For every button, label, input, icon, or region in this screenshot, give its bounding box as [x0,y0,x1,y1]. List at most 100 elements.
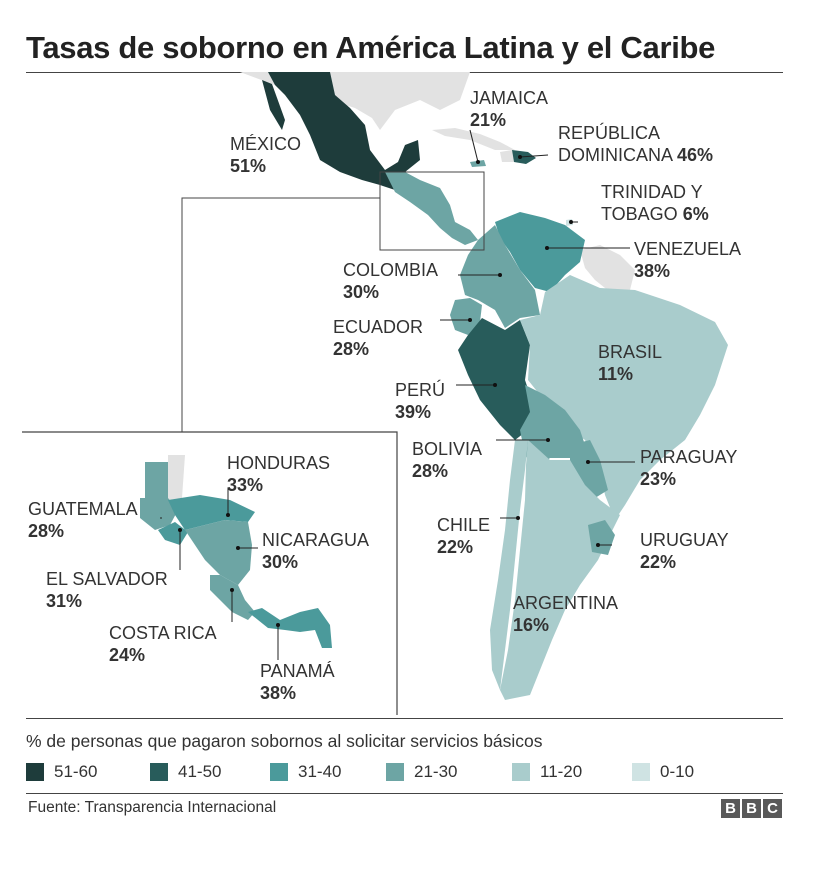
label-trinidad-name2: TOBAGO [601,204,678,224]
label-chile-name: CHILE [437,515,491,535]
label-panama-value: 38% [260,683,297,703]
label-uruguay: URUGUAY 22% [640,529,729,573]
legend-swatch [270,763,288,781]
inset-honduras-shape [168,495,255,530]
label-colombia-value: 30% [343,282,380,302]
label-uruguay-value: 22% [640,552,677,572]
label-colombia-name: COLOMBIA [343,260,439,280]
label-mexico-value: 51% [230,156,267,176]
label-dominican-republic-name1: REPÚBLICA [558,123,661,143]
label-peru: PERÚ 39% [395,379,445,423]
inset-connector [181,197,380,432]
source-note: Fuente: Transparencia Internacional [28,799,277,816]
label-paraguay-name: PARAGUAY [640,447,738,467]
mexico-shape [268,72,420,190]
label-mexico: MÉXICO 51% [230,133,301,177]
label-paraguay-value: 23% [640,469,677,489]
label-el-salvador-value: 31% [46,591,83,611]
label-costa-rica-value: 24% [109,645,146,665]
label-ecuador: ECUADOR 28% [333,316,423,360]
ecuador-shape [450,298,482,335]
label-honduras: HONDURAS 33% [227,452,330,496]
label-panama-name: PANAMÁ [260,661,335,681]
label-nicaragua-value: 30% [262,552,299,572]
label-trinidad: TRINIDAD Y TOBAGO 6% [601,181,709,225]
label-guatemala-value: 28% [28,521,65,541]
label-venezuela-name: VENEZUELA [634,239,742,259]
legend-label: 31-40 [298,762,342,781]
baja-california-shape [262,80,285,130]
inset-nicaragua-shape [185,520,252,585]
label-ecuador-name: ECUADOR [333,317,424,337]
legend-title: % de personas que pagaron sobornos al so… [26,731,543,751]
bbc-logo-letter: B [742,799,761,818]
label-mexico-name: MÉXICO [230,134,302,154]
label-bolivia-value: 28% [412,461,449,481]
label-honduras-value: 33% [227,475,264,495]
inset-frame [22,431,398,715]
label-ecuador-value: 28% [333,339,370,359]
inset-source-frame [379,171,485,251]
label-peru-value: 39% [395,402,432,422]
legend-swatch [632,763,650,781]
inset-belize-shape [168,455,185,500]
bbc-logo-letter: C [763,799,782,818]
bbc-logo-letter: B [721,799,740,818]
legend-label: 41-50 [178,762,222,781]
legend-swatch [386,763,404,781]
brazil-shape [520,275,728,520]
central-america-shape [385,172,478,245]
haiti-shape [500,150,514,162]
label-nicaragua-name: NICARAGUA [262,530,370,550]
legend-label: 51-60 [54,762,98,781]
label-jamaica-name: JAMAICA [470,88,549,108]
label-trinidad-name1: TRINIDAD Y [601,182,703,202]
label-paraguay: PARAGUAY 23% [640,446,737,490]
label-el-salvador-name: EL SALVADOR [46,569,168,589]
legend-label: 21-30 [414,762,458,781]
label-panama: PANAMÁ 38% [260,660,335,704]
label-venezuela-value: 38% [634,261,671,281]
label-dominican-republic: REPÚBLICA DOMINICANA 46% [558,122,713,166]
label-costa-rica: COSTA RICA 24% [109,622,217,666]
legend-swatch [150,763,168,781]
peru-shape [458,318,535,440]
label-costa-rica-name: COSTA RICA [109,623,217,643]
label-jamaica: JAMAICA 21% [470,87,548,131]
label-peru-name: PERÚ [395,380,446,400]
footer-rule [26,793,783,794]
label-bolivia-name: BOLIVIA [412,439,483,459]
inset-panama-shape [248,608,332,648]
label-guatemala-name: GUATEMALA [28,499,138,519]
legend-swatch [26,763,44,781]
label-argentina: ARGENTINA 16% [513,592,618,636]
label-bolivia: BOLIVIA 28% [412,438,482,482]
label-dominican-republic-name2: DOMINICANA [558,145,673,165]
label-brasil: BRASIL 11% [598,341,662,385]
label-jamaica-value: 21% [470,110,507,130]
legend-label: 0-10 [660,762,695,781]
label-el-salvador: EL SALVADOR 31% [46,568,168,612]
cuba-shape [432,128,515,150]
legend-rule [26,718,783,719]
label-nicaragua: NICARAGUA 30% [262,529,369,573]
legend-swatch [512,763,530,781]
inset-guatemala-shape [140,498,178,530]
label-brasil-name: BRASIL [598,342,663,362]
label-honduras-name: HONDURAS [227,453,331,473]
label-venezuela: VENEZUELA 38% [634,238,741,282]
label-chile-value: 22% [437,537,474,557]
legend: 51-60 41-50 31-40 21-30 11-20 0-10 [26,761,786,783]
label-chile: CHILE 22% [437,514,490,558]
page-title: Tasas de soborno en América Latina y el … [26,30,716,65]
label-colombia: COLOMBIA 30% [343,259,438,303]
label-guatemala: GUATEMALA 28% [28,498,138,542]
venezuela-shape [495,212,585,292]
uruguay-shape [588,520,615,555]
label-argentina-name: ARGENTINA [513,593,619,613]
label-dominican-republic-value: 46% [677,145,714,165]
label-uruguay-name: URUGUAY [640,530,729,550]
bbc-logo: B B C [721,799,783,819]
label-trinidad-value: 6% [682,204,709,224]
